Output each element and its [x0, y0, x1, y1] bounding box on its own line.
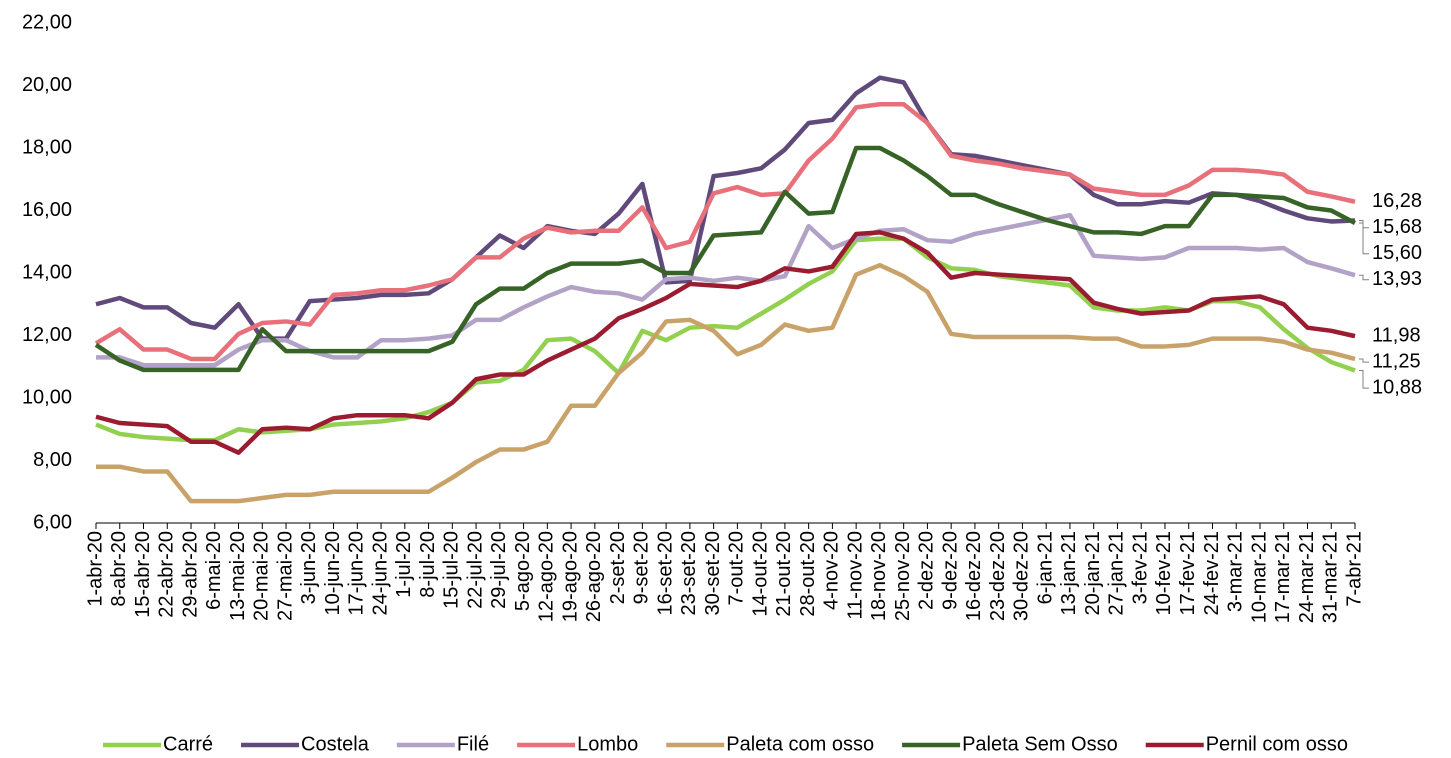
x-tick-label: 9-set-20 — [631, 531, 653, 604]
x-tick-label: 6-jan-21 — [1034, 531, 1056, 604]
legend-label: Lombo — [577, 733, 638, 755]
label-connector — [1359, 370, 1369, 389]
x-tick-label: 22-jul-20 — [464, 531, 486, 609]
x-tick-label: 30-set-20 — [702, 531, 724, 616]
x-tick-label: 29-jul-20 — [488, 531, 510, 609]
x-tick-label: 16-dez-20 — [963, 531, 985, 621]
x-tick-label: 13-mai-20 — [227, 531, 249, 621]
x-tick-label: 24-fev-21 — [1201, 531, 1223, 616]
legend-label: Pernil com osso — [1206, 733, 1348, 755]
x-tick-label: 10-mar-21 — [1248, 531, 1270, 623]
y-tick-label: 18,00 — [22, 136, 72, 158]
x-tick-label: 17-fev-21 — [1177, 531, 1199, 616]
x-tick-label: 2-dez-20 — [916, 531, 938, 610]
x-tick-label: 21-out-20 — [773, 531, 795, 617]
x-tick-label: 16-set-20 — [654, 531, 676, 616]
value-label: 10,88 — [1372, 376, 1422, 398]
x-tick-label: 12-ago-20 — [536, 531, 558, 622]
legend-label: Paleta Sem Osso — [962, 733, 1118, 755]
x-tick-label: 24-mar-21 — [1296, 531, 1318, 623]
x-tick-label: 30-dez-20 — [1011, 531, 1033, 621]
x-tick-label: 4-nov-20 — [821, 531, 843, 610]
label-connector — [1359, 274, 1369, 281]
x-tick-label: 25-nov-20 — [892, 531, 914, 621]
line-series — [94, 145, 1357, 373]
x-tick-label: 27-mai-20 — [274, 531, 296, 621]
line-series — [95, 230, 1356, 455]
x-tick-label: 8-abr-20 — [108, 531, 130, 607]
x-tick-label: 7-out-20 — [726, 531, 748, 606]
x-tick-label: 26-ago-20 — [583, 531, 605, 622]
x-tick-label: 15-abr-20 — [132, 531, 154, 618]
y-tick-label: 8,00 — [33, 449, 72, 471]
x-tick-label: 18-nov-20 — [868, 531, 890, 621]
x-tick-label: 8-jul-20 — [417, 531, 439, 598]
y-tick-label: 20,00 — [22, 74, 72, 96]
line-series — [94, 102, 1356, 362]
x-tick-label: 9-dez-20 — [939, 531, 961, 610]
x-tick-label: 13-jan-21 — [1058, 531, 1080, 616]
x-tick-label: 23-set-20 — [678, 531, 700, 616]
x-tick-label: 5-ago-20 — [512, 531, 534, 611]
x-tick-label: 22-abr-20 — [156, 531, 178, 618]
x-tick-label: 3-mar-21 — [1225, 531, 1247, 612]
x-tick-label: 11-nov-20 — [844, 531, 866, 620]
label-connector — [1359, 222, 1369, 255]
y-tick-label: 14,00 — [22, 261, 72, 283]
x-tick-label: 27-jan-21 — [1106, 531, 1128, 616]
legend: Carré Costela Filé Lombo Paleta com osso Pale… — [103, 733, 1348, 755]
line-series — [96, 262, 1356, 504]
x-tick-label: 7-abr-21 — [1343, 531, 1365, 607]
label-connector — [1359, 220, 1369, 229]
value-label: 16,28 — [1372, 190, 1422, 212]
y-tick-label: 12,00 — [22, 324, 72, 346]
value-label: 15,60 — [1372, 242, 1422, 264]
x-tick-label: 31-mar-21 — [1320, 531, 1342, 623]
value-label: 11,98 — [1372, 324, 1421, 346]
x-tick-label: 20-jan-21 — [1082, 531, 1104, 616]
y-tick-label: 10,00 — [22, 386, 72, 408]
value-label: 11,25 — [1372, 350, 1421, 372]
legend-label: Carré — [163, 733, 213, 755]
x-tick-label: 19-ago-20 — [559, 531, 581, 622]
x-tick-label: 3-fev-21 — [1129, 531, 1151, 604]
label-connector — [1359, 358, 1369, 363]
x-tick-label: 1-abr-20 — [84, 531, 106, 607]
y-tick-label: 22,00 — [22, 11, 72, 33]
x-tick-label: 10-jun-20 — [322, 531, 344, 616]
x-tick-label: 6-mai-20 — [203, 531, 225, 610]
x-tick-label: 15-jul-20 — [441, 531, 463, 609]
x-tick-label: 2-set-20 — [607, 531, 629, 604]
value-label: 13,93 — [1372, 268, 1422, 290]
x-tick-label: 17-jun-20 — [346, 531, 368, 616]
legend-label: Filé — [457, 733, 489, 755]
y-tick-label: 6,00 — [33, 511, 72, 533]
value-label: 15,68 — [1372, 216, 1422, 238]
x-tick-label: 17-mar-21 — [1272, 531, 1294, 623]
x-tick-label: 3-jun-20 — [298, 531, 320, 604]
y-tick-label: 16,00 — [22, 199, 72, 221]
x-tick-label: 20-mai-20 — [251, 531, 273, 621]
legend-label: Paleta com osso — [726, 733, 874, 755]
x-tick-label: 29-abr-20 — [179, 531, 201, 618]
legend-label: Costela — [301, 733, 370, 755]
x-tick-label: 10-fev-21 — [1153, 531, 1175, 616]
x-tick-label: 24-jun-20 — [369, 531, 391, 616]
line-series — [95, 75, 1356, 341]
x-tick-label: 28-out-20 — [797, 531, 819, 617]
x-tick-label: 14-out-20 — [749, 531, 771, 617]
x-tick-label: 23-dez-20 — [987, 531, 1009, 621]
x-tick-label: 1-jul-20 — [393, 531, 415, 598]
